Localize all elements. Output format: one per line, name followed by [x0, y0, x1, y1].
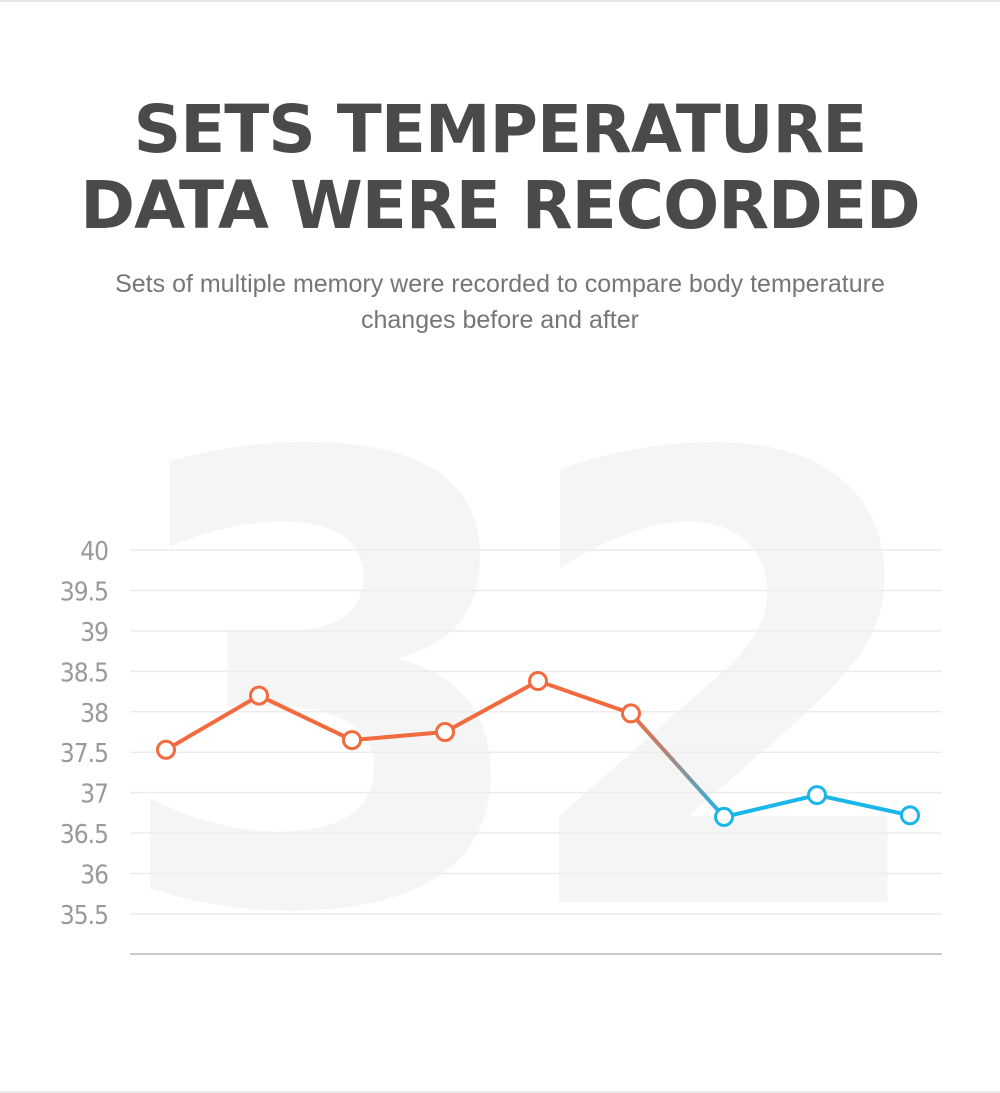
watermark-number: 32	[109, 440, 912, 1000]
series-connector	[629, 711, 726, 819]
data-points	[156, 671, 920, 827]
headline-line-1: SETS TEMPERATURE	[133, 91, 868, 168]
data-point	[900, 805, 920, 826]
data-point	[249, 685, 269, 706]
y-tick-label: 36.5	[60, 820, 108, 850]
data-point	[621, 703, 641, 724]
headline: SETS TEMPERATURE DATA WERE RECORDED	[0, 92, 1000, 244]
data-point	[807, 785, 827, 806]
temperature-chart: 32 40 39.5 39 38.5 38 37.5 37 36.5 36 35.5	[0, 328, 1000, 1049]
data-point	[435, 722, 455, 742]
subtitle: Sets of multiple memory were recorded to…	[60, 266, 940, 338]
data-point	[342, 730, 362, 751]
data-point	[528, 671, 548, 692]
y-tick-label: 39.5	[60, 577, 108, 607]
bottom-divider	[0, 1091, 1000, 1093]
data-point	[714, 806, 734, 827]
y-tick-label: 35.5	[60, 901, 108, 931]
series-line	[164, 679, 633, 752]
headline-line-2: DATA WERE RECORDED	[80, 167, 920, 244]
grid-lines	[130, 549, 942, 915]
y-tick-label: 38	[80, 699, 108, 729]
y-tick-label: 37.5	[60, 739, 108, 769]
y-tick-label: 37	[80, 780, 108, 810]
chart-canvas: 32 40 39.5 39 38.5 38 37.5 37 36.5 36 35.5	[60, 328, 942, 1049]
y-tick-label: 40	[80, 537, 108, 567]
y-tick-label: 36	[80, 861, 108, 891]
data-point	[156, 739, 176, 760]
y-axis-ticks: 40 39.5 39 38.5 38 37.5 37 36.5 36 35.5	[60, 537, 109, 931]
y-tick-label: 39	[80, 618, 108, 648]
y-tick-label: 38.5	[60, 658, 108, 688]
subtitle-line-1: Sets of multiple memory were recorded to…	[115, 270, 885, 298]
top-divider	[0, 0, 1000, 2]
subtitle-line-2: changes before and after	[361, 306, 639, 334]
